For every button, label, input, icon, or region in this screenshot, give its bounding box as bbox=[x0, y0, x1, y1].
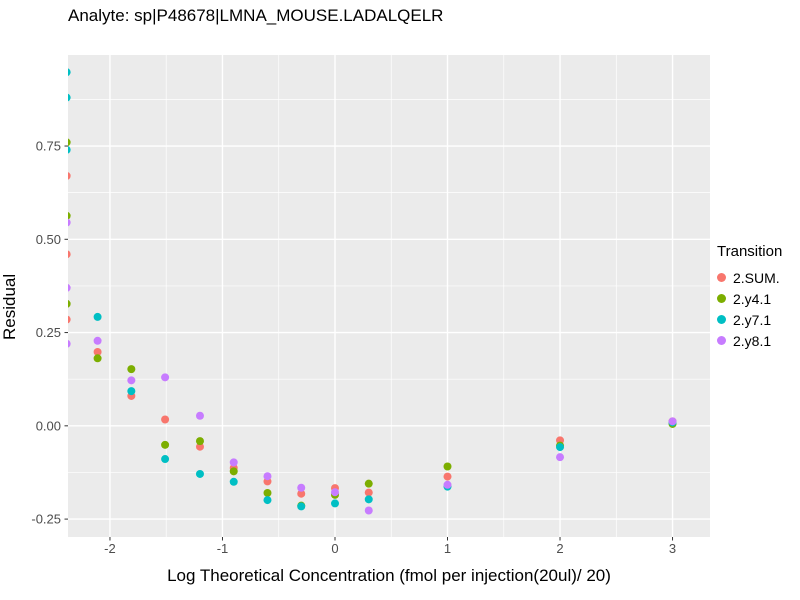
data-point bbox=[229, 458, 238, 467]
data-point bbox=[68, 212, 71, 220]
legend-label: 2.y7.1 bbox=[733, 311, 772, 328]
legend-entry: 2.y8.1 bbox=[717, 330, 782, 351]
y-tick-labels: -0.25 0.00 0.25 0.50 0.75 bbox=[31, 139, 61, 527]
minor-gridlines bbox=[68, 55, 710, 537]
data-points bbox=[68, 68, 677, 515]
data-point bbox=[161, 455, 170, 464]
y-tick-label: 0.25 bbox=[36, 325, 61, 340]
data-point bbox=[297, 489, 306, 498]
data-point bbox=[68, 93, 71, 102]
data-point bbox=[556, 453, 565, 462]
data-point bbox=[195, 442, 204, 451]
legend-swatch-icon bbox=[717, 273, 726, 282]
data-point bbox=[161, 440, 170, 449]
data-point bbox=[93, 354, 102, 363]
data-point bbox=[68, 284, 71, 292]
data-point bbox=[161, 415, 170, 424]
data-point bbox=[443, 480, 452, 489]
legend-entries: 2.SUM. 2.y4.1 2.y7.1 2.y8.1 bbox=[717, 267, 782, 351]
data-point bbox=[556, 443, 565, 452]
data-point bbox=[263, 488, 272, 497]
x-axis-title: Log Theoretical Concentration (fmol per … bbox=[167, 566, 611, 585]
data-point bbox=[68, 218, 71, 227]
data-point bbox=[443, 462, 452, 471]
legend-entry: 2.y7.1 bbox=[717, 309, 782, 330]
legend: Transition 2.SUM. 2.y4.1 2.y7.1 2.y8.1 bbox=[717, 243, 782, 351]
legend-label: 2.y8.1 bbox=[733, 332, 772, 349]
legend-label: 2.SUM. bbox=[733, 269, 780, 286]
data-point bbox=[127, 387, 136, 396]
data-point bbox=[68, 172, 71, 180]
legend-entry: 2.SUM. bbox=[717, 267, 782, 288]
data-point bbox=[68, 138, 71, 147]
legend-swatch-icon bbox=[717, 294, 726, 303]
x-tick-label: 1 bbox=[444, 541, 451, 556]
data-point bbox=[68, 250, 71, 258]
data-point bbox=[68, 339, 71, 348]
x-tick-label: 0 bbox=[331, 541, 338, 556]
data-point bbox=[263, 496, 272, 505]
data-point bbox=[68, 68, 71, 76]
data-point bbox=[93, 312, 102, 321]
data-point bbox=[229, 477, 238, 486]
plot-panel bbox=[68, 55, 710, 537]
data-point bbox=[330, 499, 339, 508]
data-point bbox=[229, 467, 238, 476]
series-2.y8.1 bbox=[68, 218, 677, 515]
legend-entry: 2.y4.1 bbox=[717, 288, 782, 309]
data-point bbox=[668, 417, 677, 426]
axis-tick-marks bbox=[64, 145, 674, 541]
data-point bbox=[195, 411, 204, 420]
data-point bbox=[364, 479, 373, 488]
chart-title: Analyte: sp|P48678|LMNA_MOUSE.LADALQELR bbox=[68, 6, 444, 25]
data-point bbox=[263, 472, 272, 481]
data-point bbox=[93, 347, 102, 356]
legend-label: 2.y4.1 bbox=[733, 290, 772, 307]
y-tick-label: -0.25 bbox=[31, 512, 61, 527]
legend-swatch-icon bbox=[717, 315, 726, 324]
data-point bbox=[127, 365, 136, 374]
data-point bbox=[68, 315, 71, 324]
legend-swatch-icon bbox=[717, 336, 726, 345]
y-tick-label: 0.75 bbox=[36, 139, 61, 154]
data-point bbox=[364, 506, 373, 515]
x-tick-label: -1 bbox=[217, 541, 229, 556]
data-point bbox=[364, 495, 373, 504]
y-axis-title: Residual bbox=[0, 273, 19, 340]
data-point bbox=[161, 373, 170, 382]
data-point bbox=[297, 483, 306, 492]
y-tick-label: 0.00 bbox=[36, 418, 61, 433]
x-tick-label: 3 bbox=[669, 541, 676, 556]
data-point bbox=[330, 488, 339, 497]
data-point bbox=[93, 336, 102, 345]
x-tick-labels: -2 -1 0 1 2 3 bbox=[104, 541, 676, 556]
data-point bbox=[443, 472, 452, 481]
data-point bbox=[68, 145, 71, 154]
data-point bbox=[195, 437, 204, 446]
legend-title: Transition bbox=[717, 243, 783, 260]
data-point bbox=[364, 488, 373, 497]
data-point bbox=[297, 502, 306, 511]
data-point bbox=[195, 469, 204, 478]
x-tick-label: 2 bbox=[556, 541, 563, 556]
x-tick-label: -2 bbox=[104, 541, 116, 556]
y-tick-label: 0.50 bbox=[36, 232, 61, 247]
data-point bbox=[68, 300, 71, 308]
data-point bbox=[127, 376, 136, 385]
